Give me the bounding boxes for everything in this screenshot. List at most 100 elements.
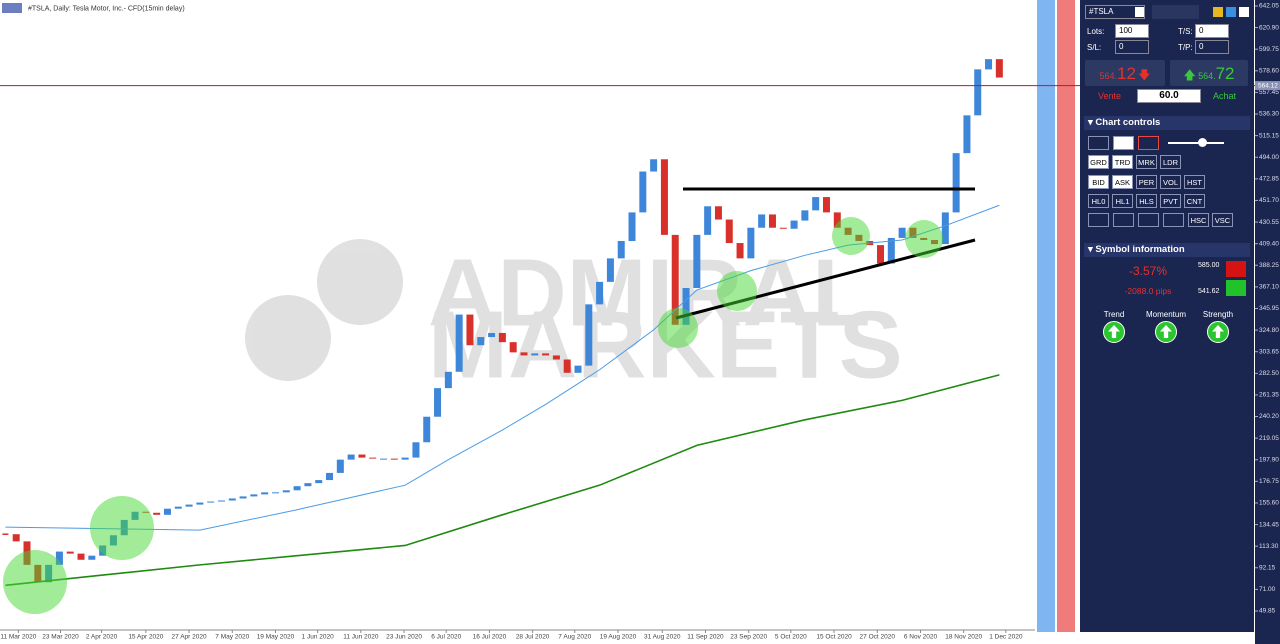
moving-average <box>5 374 1000 587</box>
control-button[interactable]: MRK <box>1136 155 1157 169</box>
y-tick-label: 197.90 <box>1259 456 1279 463</box>
control-button[interactable]: PVT <box>1160 194 1181 208</box>
control-button[interactable]: VSC <box>1212 213 1233 227</box>
slider-thumb[interactable] <box>1198 138 1207 147</box>
candle <box>801 210 809 221</box>
x-tick-label: 2 Apr 2020 <box>86 634 118 641</box>
candle <box>455 314 463 372</box>
candle <box>725 219 733 244</box>
control-button[interactable]: HSC <box>1188 213 1209 227</box>
control-button[interactable]: PER <box>1136 175 1157 189</box>
candle <box>682 288 690 325</box>
control-button[interactable]: HL1 <box>1112 194 1133 208</box>
candle <box>833 212 841 228</box>
sell-button[interactable]: 564.12 🡇 <box>1085 60 1165 86</box>
timeframe[interactable]: 60.0 <box>1137 89 1201 103</box>
buy-button[interactable]: 🡅 564.72 <box>1170 60 1248 86</box>
y-tick-label: 155.60 <box>1259 500 1279 507</box>
x-tick-label: 19 May 2020 <box>257 634 295 641</box>
highlight <box>905 220 943 258</box>
candle <box>877 245 885 264</box>
indicator-label: Trend <box>1103 310 1125 319</box>
change: -3.57% <box>1128 264 1168 278</box>
candle <box>898 227 906 238</box>
control-button[interactable]: ASK <box>1112 175 1133 189</box>
swap-button[interactable] <box>1088 136 1109 150</box>
x-tick-label: 11 Sep 2020 <box>687 634 724 641</box>
candle <box>239 496 247 499</box>
icon-button[interactable] <box>1239 7 1249 17</box>
y-tick-label: 261.35 <box>1259 392 1279 399</box>
candle <box>326 472 334 481</box>
slider[interactable] <box>1168 142 1224 144</box>
control-button[interactable]: GRD <box>1088 155 1109 169</box>
candle <box>671 234 679 325</box>
candle <box>963 115 971 154</box>
symbol-select[interactable]: #TSLA <box>1085 5 1145 19</box>
candle <box>488 332 496 338</box>
x-tick-label: 27 Oct 2020 <box>860 634 896 641</box>
candle <box>423 416 431 443</box>
search-input[interactable] <box>1152 5 1199 19</box>
candle <box>736 243 744 259</box>
ts-input[interactable]: 0 <box>1195 24 1229 38</box>
sell-price: 12 <box>1117 64 1136 83</box>
control-button[interactable]: BID <box>1088 175 1109 189</box>
section-header[interactable]: ▾ Chart controls <box>1084 116 1250 130</box>
control-button[interactable]: HLS <box>1136 194 1157 208</box>
x-tick-label: 7 Aug 2020 <box>558 634 591 641</box>
section-title: Chart controls <box>1095 117 1161 128</box>
section-header[interactable]: ▾ Symbol information <box>1084 243 1250 257</box>
sell-price: 564. <box>1099 71 1118 81</box>
candle <box>369 457 377 459</box>
sl-input[interactable]: 0 <box>1115 40 1149 54</box>
signal-strip-red <box>1057 0 1075 632</box>
x-tick-label: 27 Apr 2020 <box>172 634 207 641</box>
tp-input[interactable]: 0 <box>1195 40 1229 54</box>
y-tick-label: 557.45 <box>1259 89 1279 96</box>
control-button[interactable]: LDR <box>1160 155 1181 169</box>
plot: 564.12 <box>0 59 1280 587</box>
y-tick-label: 92.15 <box>1259 565 1276 572</box>
candle <box>304 483 312 487</box>
y-tick-label: 451.70 <box>1259 197 1279 204</box>
line-button[interactable] <box>1138 136 1159 150</box>
lots-input[interactable]: 100 <box>1115 24 1149 38</box>
x-tick-label: 23 Jun 2020 <box>386 634 422 641</box>
y-tick-label: 345.95 <box>1259 305 1279 312</box>
icon-button[interactable] <box>1226 7 1236 17</box>
candle <box>941 212 949 245</box>
next-button[interactable] <box>1138 213 1159 227</box>
x-tick-label: 6 Nov 2020 <box>904 634 938 641</box>
prev-button[interactable] <box>1113 213 1134 227</box>
first-button[interactable] <box>1088 213 1109 227</box>
candle <box>639 171 647 213</box>
control-button[interactable]: CNT <box>1184 194 1205 208</box>
candle <box>55 551 63 565</box>
y-tick-label: 472.85 <box>1259 176 1279 183</box>
control-button[interactable]: HST <box>1184 175 1205 189</box>
highlight <box>832 217 870 255</box>
y-tick-label: 578.60 <box>1259 68 1279 75</box>
last-button[interactable] <box>1163 213 1184 227</box>
watermark-text: MARKETS <box>428 291 903 398</box>
x-tick-label: 28 Jul 2020 <box>516 634 550 641</box>
candle <box>434 388 442 417</box>
candle <box>412 442 420 458</box>
watermark-dot <box>245 295 331 381</box>
y-tick-label: 303.65 <box>1259 348 1279 355</box>
control-button[interactable]: HL0 <box>1088 194 1109 208</box>
icon-button[interactable] <box>1213 7 1223 17</box>
x-tick-label: 18 Nov 2020 <box>945 634 982 641</box>
candle <box>812 197 820 211</box>
y-tick-label: 430.55 <box>1259 219 1279 226</box>
control-button[interactable]: VOL <box>1160 175 1181 189</box>
section-title: Symbol information <box>1095 244 1185 255</box>
dropdown[interactable] <box>1135 7 1144 17</box>
low: 541.62 <box>1198 288 1220 295</box>
candle <box>153 512 161 515</box>
candle-button[interactable] <box>1113 136 1134 150</box>
candle <box>693 234 701 289</box>
control-button[interactable]: TRD <box>1112 155 1133 169</box>
